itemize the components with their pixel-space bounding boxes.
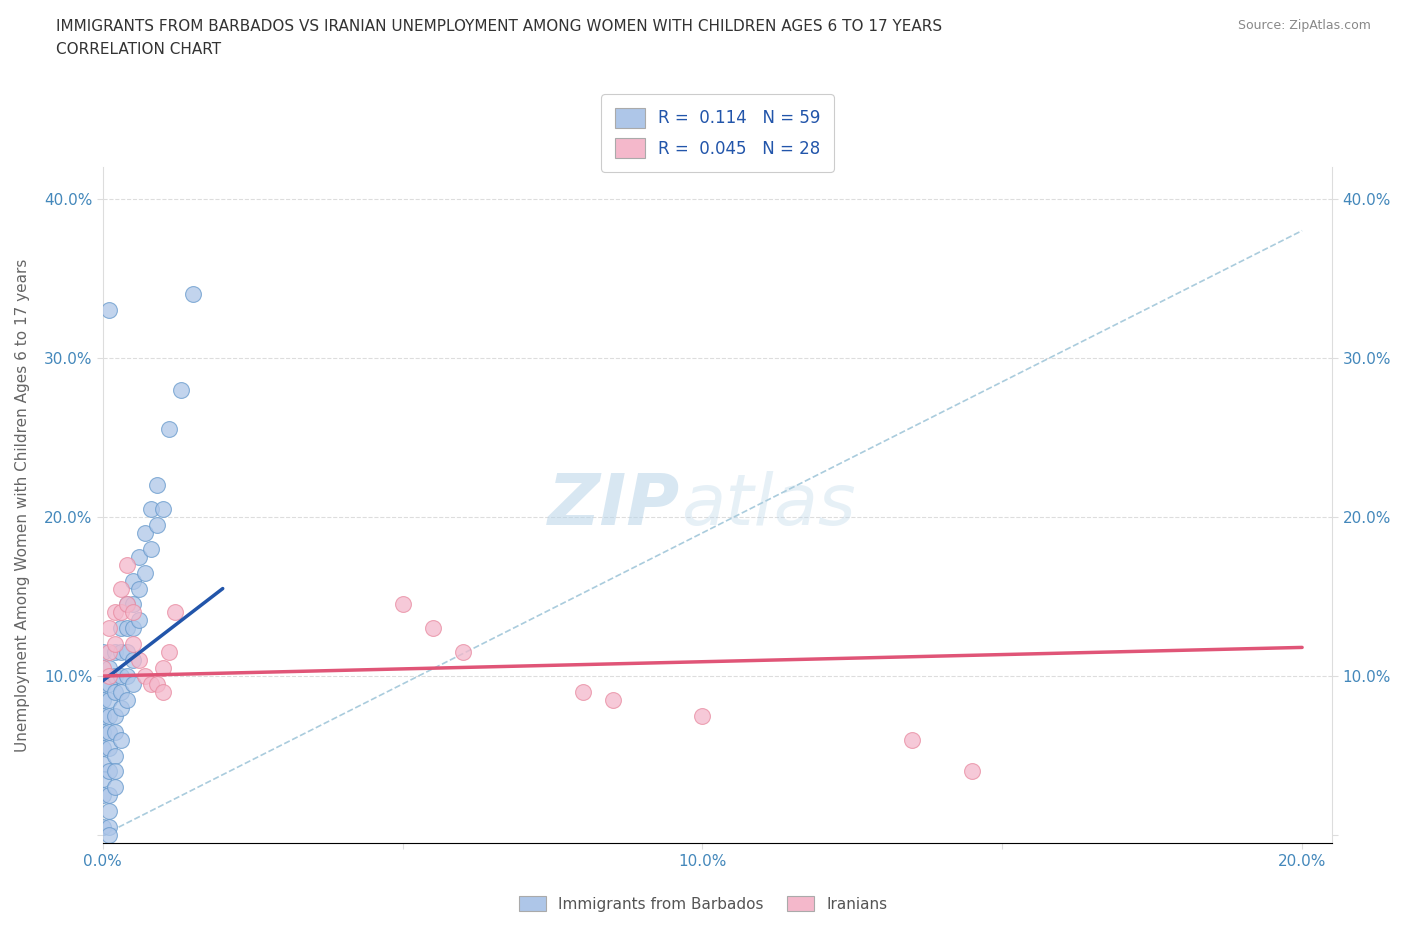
Point: [91, 740, 114, 755]
Point: [97, 804, 120, 818]
Point: [91, 709, 114, 724]
Point: [139, 541, 162, 556]
Point: [962, 764, 984, 779]
Point: [110, 669, 132, 684]
Point: [97, 693, 120, 708]
Point: [901, 732, 924, 747]
Point: [163, 605, 186, 620]
Point: [134, 525, 156, 540]
Point: [97, 788, 120, 803]
Point: [110, 684, 132, 699]
Point: [104, 724, 127, 739]
Point: [115, 669, 138, 684]
Point: [97, 303, 120, 318]
Point: [104, 669, 127, 684]
Text: Source: ZipAtlas.com: Source: ZipAtlas.com: [1237, 19, 1371, 32]
Point: [152, 660, 174, 675]
Legend: R =  0.114   N = 59, R =  0.045   N = 28: R = 0.114 N = 59, R = 0.045 N = 28: [602, 94, 834, 171]
Point: [157, 422, 180, 437]
Point: [97, 819, 120, 834]
Text: atlas: atlas: [681, 471, 855, 539]
Point: [128, 613, 150, 628]
Text: IMMIGRANTS FROM BARBADOS VS IRANIAN UNEMPLOYMENT AMONG WOMEN WITH CHILDREN AGES : IMMIGRANTS FROM BARBADOS VS IRANIAN UNEM…: [56, 19, 942, 33]
Point: [121, 573, 143, 588]
Y-axis label: Unemployment Among Women with Children Ages 6 to 17 years: Unemployment Among Women with Children A…: [15, 259, 30, 751]
Point: [97, 740, 120, 755]
Point: [121, 637, 143, 652]
Point: [91, 693, 114, 708]
Point: [181, 286, 204, 301]
Point: [121, 597, 143, 612]
Point: [97, 764, 120, 779]
Point: [110, 581, 132, 596]
Point: [110, 700, 132, 715]
Point: [115, 644, 138, 659]
Point: [91, 819, 114, 834]
Point: [146, 478, 169, 493]
Point: [97, 709, 120, 724]
Point: [104, 644, 127, 659]
Point: [115, 621, 138, 636]
Point: [139, 676, 162, 691]
Point: [110, 621, 132, 636]
Point: [97, 644, 120, 659]
Point: [91, 772, 114, 787]
Text: ZIP: ZIP: [548, 471, 681, 539]
Point: [170, 382, 193, 397]
Point: [104, 748, 127, 763]
Point: [91, 724, 114, 739]
Point: [121, 605, 143, 620]
Point: [110, 732, 132, 747]
Point: [152, 684, 174, 699]
Point: [391, 597, 413, 612]
Point: [104, 637, 127, 652]
Point: [97, 669, 120, 684]
Point: [128, 581, 150, 596]
Text: CORRELATION CHART: CORRELATION CHART: [56, 42, 221, 57]
Point: [571, 684, 593, 699]
Point: [91, 644, 114, 659]
Point: [128, 653, 150, 668]
Point: [110, 605, 132, 620]
Point: [152, 501, 174, 516]
Point: [115, 597, 138, 612]
Point: [139, 501, 162, 516]
Point: [97, 828, 120, 843]
Point: [97, 621, 120, 636]
Point: [115, 597, 138, 612]
Point: [104, 605, 127, 620]
Legend: Immigrants from Barbados, Iranians: Immigrants from Barbados, Iranians: [512, 889, 894, 918]
Point: [115, 693, 138, 708]
Point: [115, 557, 138, 572]
Point: [97, 676, 120, 691]
Point: [422, 621, 444, 636]
Point: [104, 764, 127, 779]
Point: [104, 780, 127, 795]
Point: [91, 788, 114, 803]
Point: [97, 660, 120, 675]
Point: [121, 621, 143, 636]
Point: [157, 644, 180, 659]
Point: [91, 660, 114, 675]
Point: [97, 724, 120, 739]
Point: [121, 676, 143, 691]
Point: [104, 709, 127, 724]
Point: [104, 684, 127, 699]
Point: [146, 517, 169, 532]
Point: [91, 756, 114, 771]
Point: [692, 709, 714, 724]
Point: [110, 644, 132, 659]
Point: [128, 550, 150, 565]
Point: [451, 644, 474, 659]
Point: [121, 653, 143, 668]
Point: [146, 676, 169, 691]
Point: [91, 676, 114, 691]
Point: [602, 693, 624, 708]
Point: [134, 669, 156, 684]
Point: [134, 565, 156, 580]
